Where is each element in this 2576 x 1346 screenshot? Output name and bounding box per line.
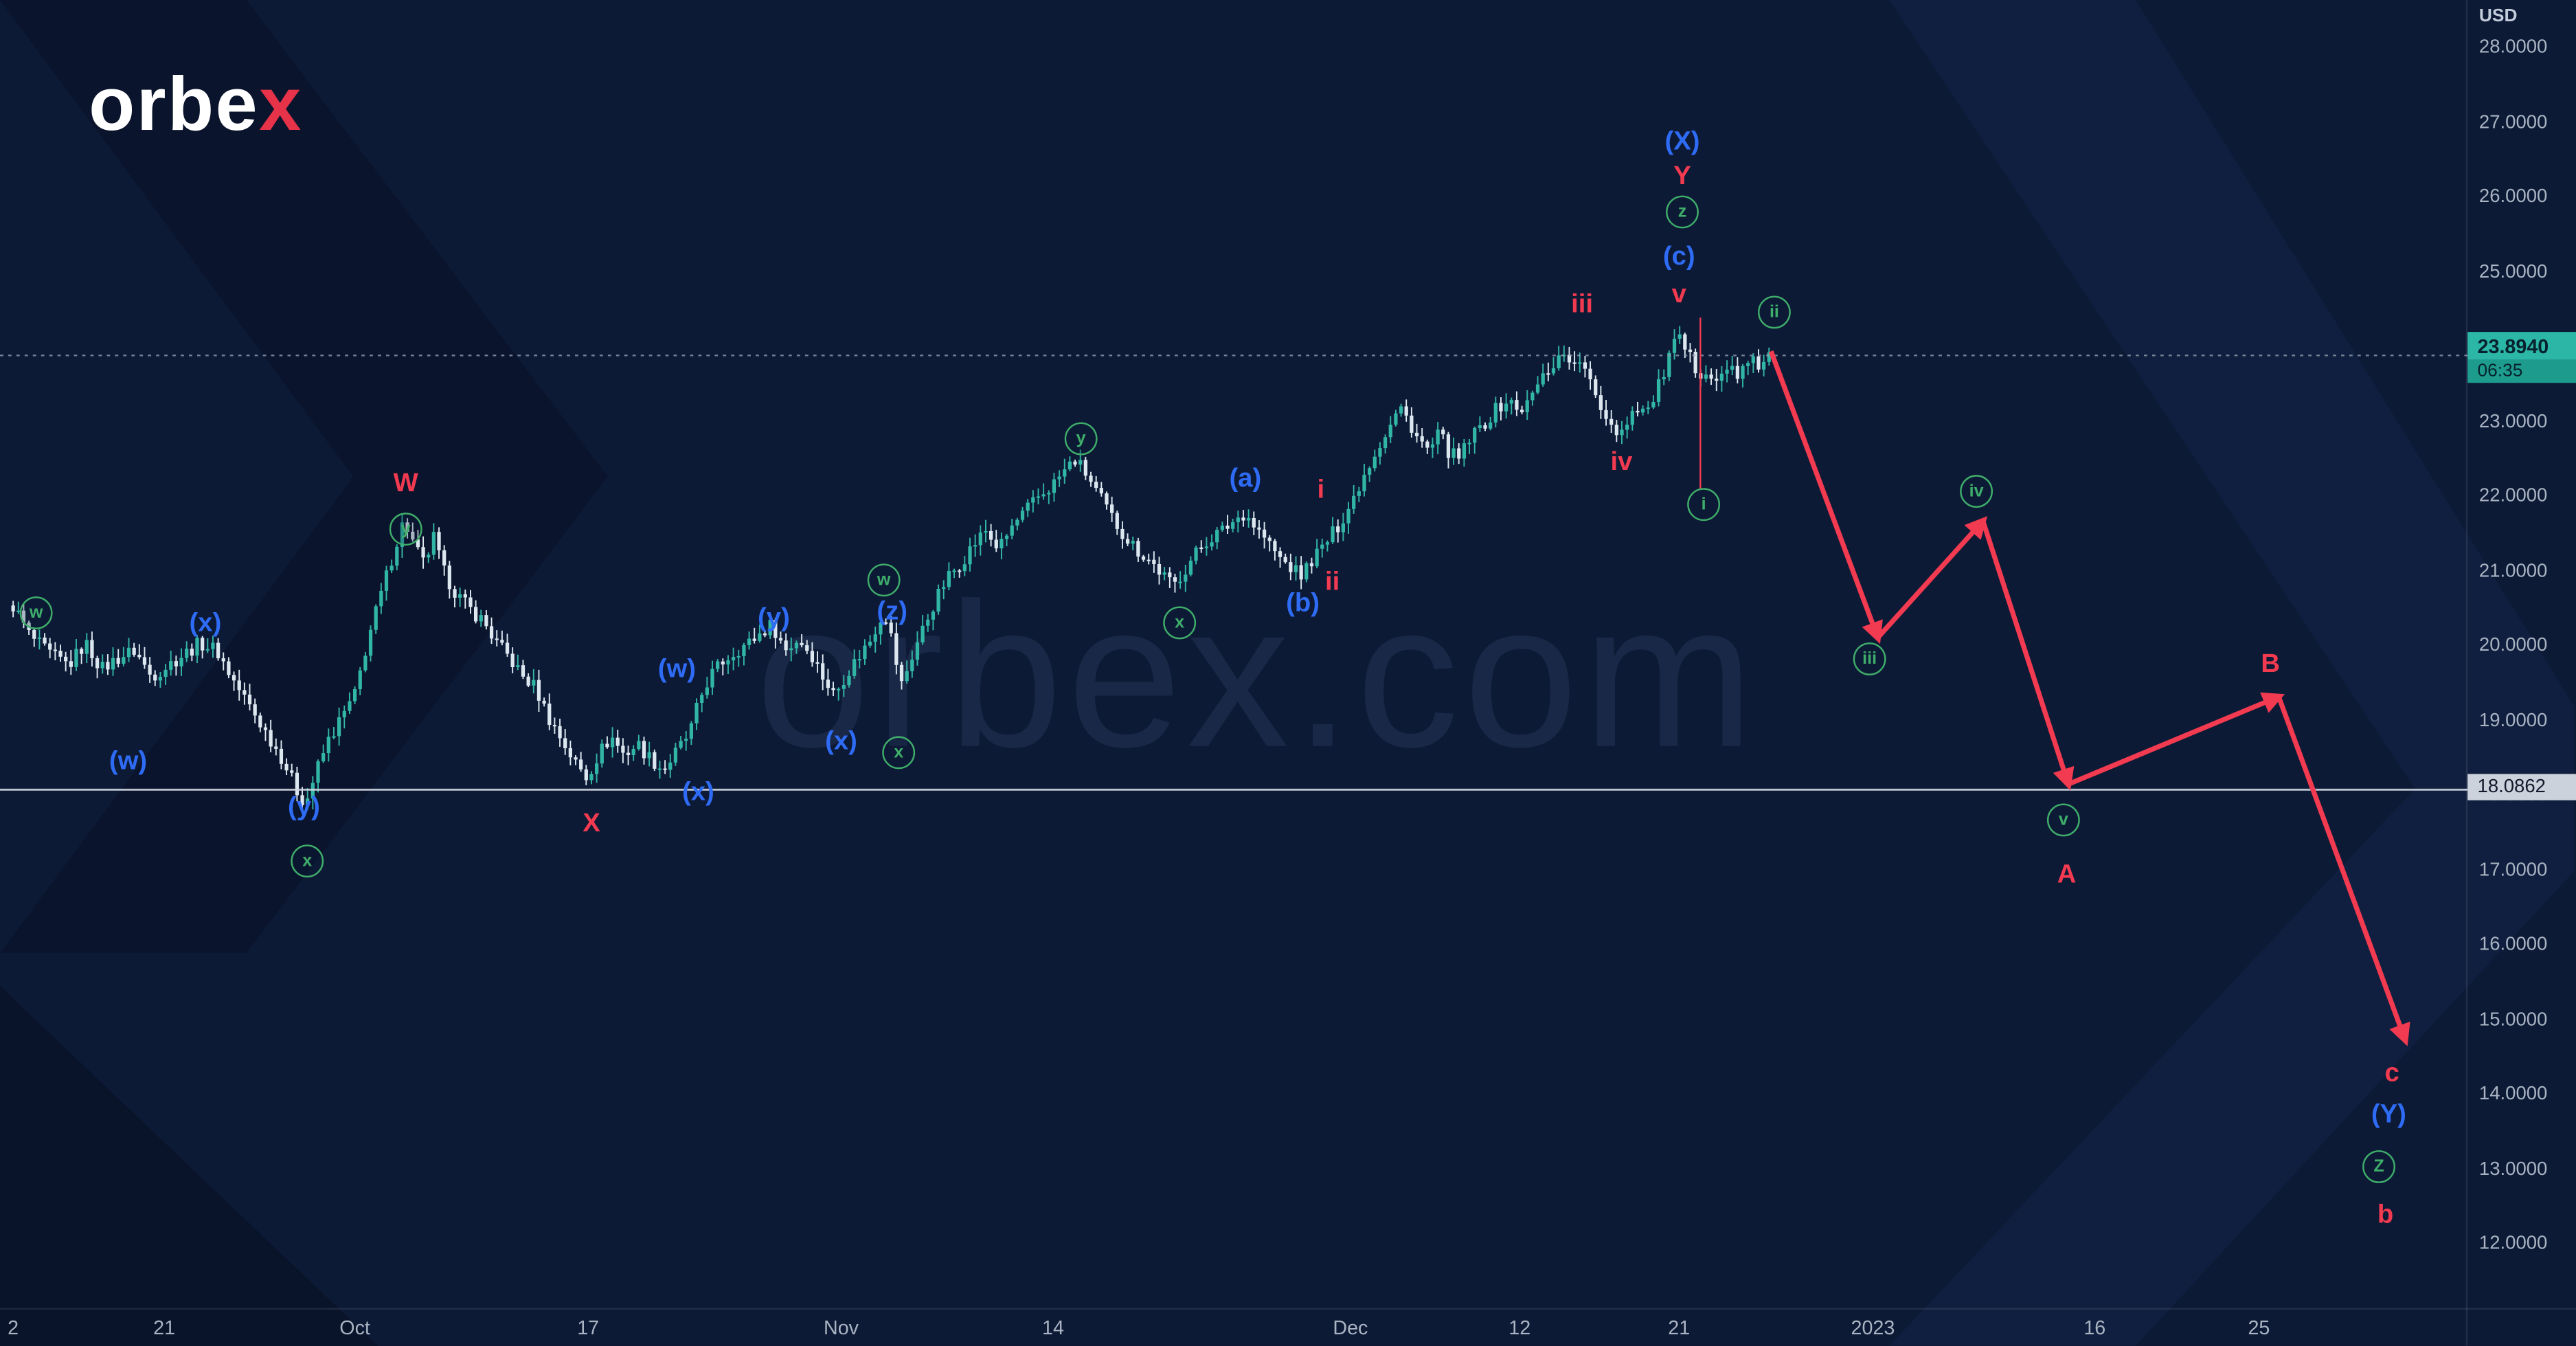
- level-price-badge: 18.0862: [2467, 773, 2576, 800]
- candles: [11, 326, 1771, 814]
- time-tick-label: 16: [2083, 1316, 2106, 1340]
- price-tick-label: 20.0000: [2478, 636, 2548, 656]
- time-tick-label: 14: [1042, 1316, 1064, 1340]
- forecast-arrow: [2067, 692, 2285, 787]
- price-tick-label: 23.0000: [2478, 412, 2548, 431]
- price-tick-label: 25.0000: [2478, 262, 2548, 282]
- price-tick-label: 27.0000: [2478, 112, 2548, 133]
- current-price-value: 23.8940: [2467, 332, 2576, 361]
- time-tick-label: Dec: [1333, 1316, 1368, 1340]
- price-tick-label: 28.0000: [2478, 38, 2548, 58]
- price-tick-label: 22.0000: [2478, 486, 2548, 506]
- time-tick-label: 2023: [1851, 1316, 1895, 1340]
- candle-countdown-timer: 06:35: [2467, 360, 2576, 383]
- price-axis[interactable]: USD 28.000027.000026.000025.000024.00002…: [2465, 0, 2576, 1346]
- currency-label: USD: [2478, 6, 2518, 27]
- time-tick-label: Nov: [823, 1316, 859, 1340]
- time-tick-label: 17: [577, 1316, 600, 1340]
- price-tick-label: 13.0000: [2478, 1159, 2548, 1179]
- logo-accent: x: [259, 60, 303, 146]
- price-tick-label: 15.0000: [2478, 1009, 2548, 1030]
- time-tick-label: 12: [1509, 1316, 1531, 1340]
- forecast-arrow: [1875, 516, 1988, 640]
- forecast-arrow: [2276, 695, 2410, 1046]
- orbex-logo: orbex: [89, 59, 303, 148]
- price-tick-label: 21.0000: [2478, 561, 2548, 581]
- price-tick-label: 26.0000: [2478, 187, 2548, 207]
- time-tick-label: Oct: [339, 1316, 370, 1340]
- current-price-badge: 23.8940 06:35: [2467, 332, 2576, 383]
- price-tick-label: 14.0000: [2478, 1084, 2548, 1105]
- forecast-arrow: [1768, 350, 1883, 644]
- time-tick-label: 25: [2248, 1316, 2270, 1340]
- price-tick-label: 12.0000: [2478, 1234, 2548, 1254]
- forecast-arrow: [1980, 520, 2075, 791]
- logo-text: orbe: [89, 60, 260, 146]
- time-tick-label: 21: [153, 1316, 176, 1340]
- time-tick-label: 21: [1668, 1316, 1691, 1340]
- price-tick-label: 17.0000: [2478, 860, 2548, 880]
- time-tick-label: 2: [8, 1316, 19, 1340]
- price-tick-label: 16.0000: [2478, 934, 2548, 955]
- price-tick-label: 19.0000: [2478, 710, 2548, 731]
- time-axis[interactable]: 2 21 Oct 17 Nov 14 Dec 12 21 2023 16 25: [0, 1308, 2576, 1346]
